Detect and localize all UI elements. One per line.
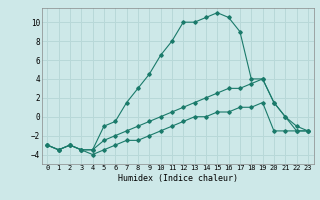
X-axis label: Humidex (Indice chaleur): Humidex (Indice chaleur)	[118, 174, 237, 183]
